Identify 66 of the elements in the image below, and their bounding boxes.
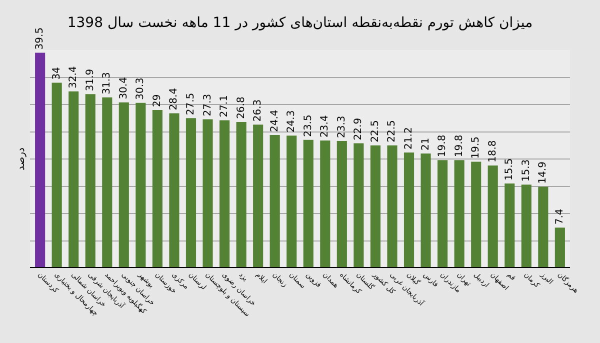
data-label: 27.5 — [185, 92, 196, 116]
data-label: 24.4 — [269, 110, 280, 132]
bar — [102, 97, 112, 268]
data-label: 22.9 — [353, 118, 364, 140]
bar — [454, 160, 464, 268]
data-label: 18.8 — [487, 140, 498, 163]
bar — [554, 228, 565, 268]
data-label: 7.4 — [554, 208, 566, 225]
data-label: 15.5 — [504, 158, 516, 181]
data-label: 22.5 — [370, 120, 381, 142]
bar — [521, 184, 532, 268]
bar — [85, 94, 96, 268]
data-label: 28.4 — [168, 88, 180, 110]
bar — [52, 82, 62, 268]
data-label: 39.5 — [34, 27, 46, 50]
bar — [404, 152, 414, 268]
data-label: 31.9 — [84, 68, 96, 92]
bar — [303, 140, 314, 268]
data-label: 19.8 — [454, 134, 465, 158]
data-label: 30.4 — [118, 77, 130, 100]
data-label: 21.2 — [404, 127, 415, 150]
bar — [471, 162, 482, 268]
bar — [169, 113, 180, 268]
bar — [504, 184, 515, 268]
bar — [286, 136, 297, 268]
bar — [354, 143, 364, 268]
data-label: 34 — [51, 66, 62, 80]
data-label: 30.3 — [135, 78, 146, 100]
bar — [186, 118, 196, 268]
bar — [538, 186, 548, 268]
bar — [336, 141, 347, 268]
data-label: 19.5 — [470, 136, 482, 159]
bar — [320, 140, 330, 268]
data-label: 19.8 — [437, 134, 448, 158]
data-label: 27.3 — [202, 94, 214, 116]
bar — [35, 52, 46, 268]
bar — [438, 160, 448, 268]
data-label: 22.5 — [386, 120, 398, 142]
data-label: 32.4 — [68, 66, 80, 88]
bar — [220, 120, 230, 268]
data-label: 23.5 — [302, 114, 314, 137]
data-label: 26.3 — [252, 99, 264, 122]
data-label: 23.4 — [320, 115, 331, 138]
y-axis-title: درصد — [16, 147, 27, 171]
data-label: 27.1 — [219, 95, 230, 118]
bar — [202, 119, 213, 268]
bar — [270, 135, 280, 268]
data-label: 26.8 — [236, 96, 247, 119]
data-label: 29 — [152, 94, 163, 107]
bar — [236, 122, 246, 268]
bar — [488, 166, 498, 268]
bar — [420, 154, 431, 268]
bar — [253, 124, 264, 268]
data-label: 21 — [420, 138, 432, 151]
bar — [370, 145, 380, 268]
data-label: 24.3 — [286, 110, 298, 133]
data-label: 14.9 — [538, 162, 549, 184]
bar — [387, 145, 398, 268]
bar — [118, 102, 129, 268]
data-label: 31.3 — [102, 72, 113, 94]
bar — [136, 102, 146, 268]
bar — [68, 91, 79, 268]
chart-title: میزان کاهش تورم نقطه‌به‌نقطه استان‌های کشور در 11 ماهه نخست سال 1398 — [67, 14, 533, 31]
data-label: 23.3 — [336, 116, 348, 138]
data-label: 15.3 — [520, 159, 532, 182]
bar — [152, 110, 162, 268]
